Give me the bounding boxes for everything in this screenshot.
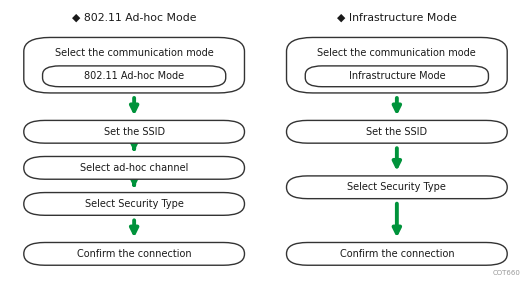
- Text: Confirm the connection: Confirm the connection: [77, 249, 192, 259]
- FancyBboxPatch shape: [24, 243, 244, 265]
- FancyBboxPatch shape: [24, 192, 244, 215]
- Text: COT660: COT660: [492, 270, 520, 276]
- FancyBboxPatch shape: [305, 66, 489, 87]
- FancyBboxPatch shape: [287, 243, 507, 265]
- Text: Infrastructure Mode: Infrastructure Mode: [348, 71, 445, 81]
- FancyBboxPatch shape: [24, 120, 244, 143]
- Text: Select the communication mode: Select the communication mode: [318, 48, 476, 58]
- Text: 802.11 Ad-hoc Mode: 802.11 Ad-hoc Mode: [84, 71, 184, 81]
- FancyBboxPatch shape: [287, 37, 507, 93]
- FancyBboxPatch shape: [42, 66, 226, 87]
- Text: ◆ Infrastructure Mode: ◆ Infrastructure Mode: [337, 12, 457, 22]
- Text: Set the SSID: Set the SSID: [366, 127, 427, 137]
- Text: Select ad-hoc channel: Select ad-hoc channel: [80, 163, 189, 173]
- Text: Select the communication mode: Select the communication mode: [55, 48, 213, 58]
- FancyBboxPatch shape: [24, 37, 244, 93]
- Text: Select Security Type: Select Security Type: [347, 182, 446, 192]
- Text: Set the SSID: Set the SSID: [104, 127, 165, 137]
- FancyBboxPatch shape: [287, 120, 507, 143]
- Text: Confirm the connection: Confirm the connection: [339, 249, 454, 259]
- Text: Select Security Type: Select Security Type: [85, 199, 184, 209]
- Text: ◆ 802.11 Ad-hoc Mode: ◆ 802.11 Ad-hoc Mode: [72, 12, 196, 22]
- FancyBboxPatch shape: [24, 156, 244, 179]
- FancyBboxPatch shape: [287, 176, 507, 199]
